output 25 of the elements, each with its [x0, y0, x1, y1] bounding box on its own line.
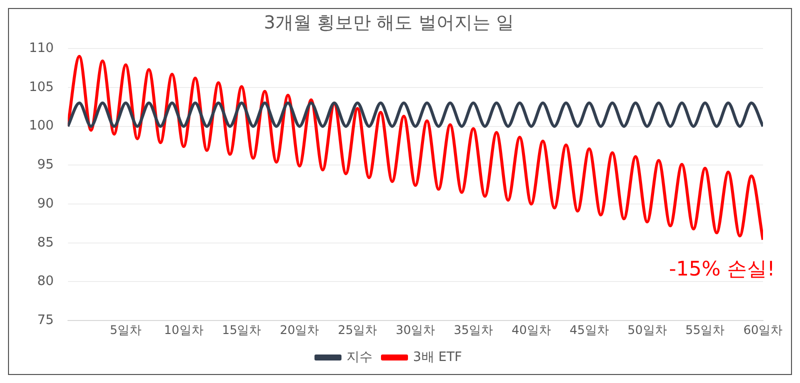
line-series	[68, 54, 763, 242]
y-tick-label: 85	[37, 235, 54, 250]
x-tick-label: 60일차	[743, 322, 783, 337]
legend-label: 지수	[346, 350, 372, 365]
x-tick-label: 45일차	[570, 322, 609, 337]
x-tick-label: 5일차	[110, 322, 142, 337]
y-tick-label: 105	[28, 80, 54, 95]
annotation: -15% 손실!	[668, 256, 775, 280]
x-tick-label: 30일차	[396, 322, 436, 337]
x-tick-label: 20일차	[280, 322, 320, 337]
x-tick-label: 40일차	[512, 322, 551, 337]
y-tick-label: 100	[28, 118, 54, 134]
x-tick-label: 10일차	[164, 322, 204, 337]
y-tick-label: 110	[28, 40, 54, 56]
chart-title: 3개월 횡보만 해도 벌어지는 일	[264, 12, 514, 34]
y-tick-label: 95	[37, 158, 54, 173]
x-tick-label: 55일차	[685, 322, 725, 337]
y-tick-label: 80	[37, 274, 54, 290]
y-tick-label: 90	[37, 196, 54, 212]
x-tick-label: 25일차	[338, 322, 378, 337]
x-tick-label: 50일차	[627, 322, 667, 337]
x-tick-label: 15일차	[222, 322, 262, 337]
x-tick-label: 35일차	[454, 322, 493, 337]
legend-label: 3배 ETF	[412, 350, 462, 365]
y-tick-label: 75	[37, 312, 54, 328]
